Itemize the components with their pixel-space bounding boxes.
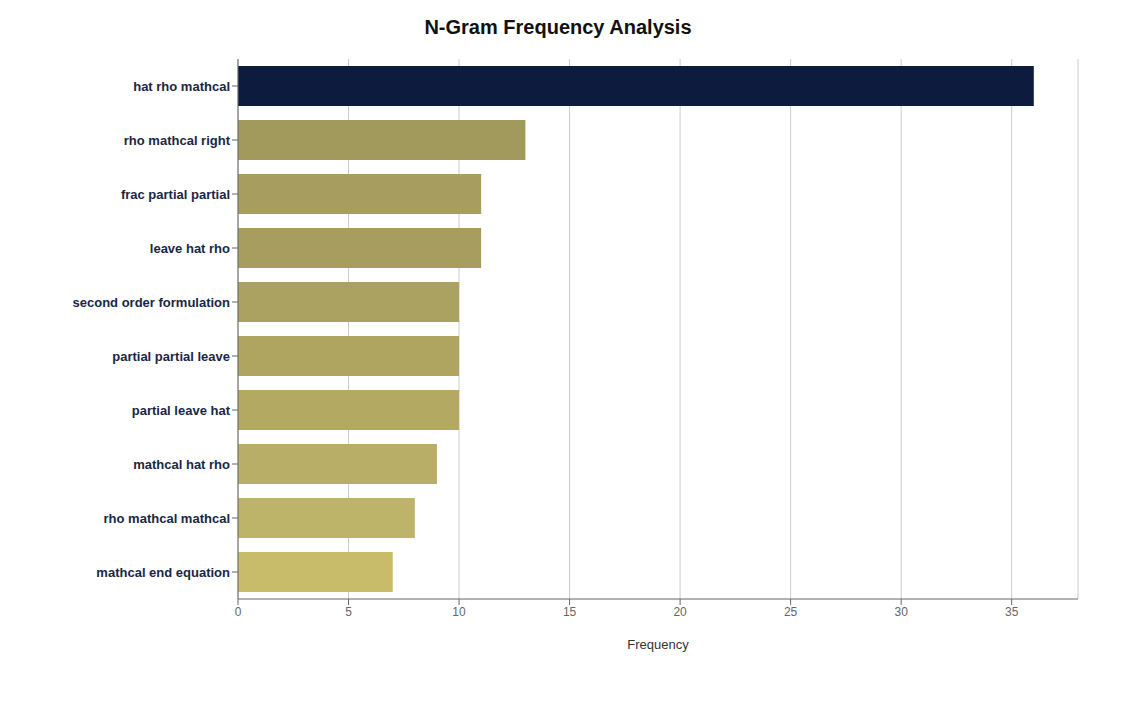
- svg-text:0: 0: [235, 605, 242, 619]
- svg-text:frac partial partial: frac partial partial: [121, 187, 230, 202]
- svg-text:second order formulation: second order formulation: [73, 295, 231, 310]
- svg-text:10: 10: [452, 605, 466, 619]
- svg-text:Frequency: Frequency: [627, 637, 689, 652]
- svg-text:5: 5: [345, 605, 352, 619]
- svg-text:mathcal hat rho: mathcal hat rho: [133, 457, 230, 472]
- svg-text:25: 25: [784, 605, 798, 619]
- svg-text:30: 30: [894, 605, 908, 619]
- svg-text:15: 15: [563, 605, 577, 619]
- svg-text:partial leave hat: partial leave hat: [132, 403, 231, 418]
- svg-text:rho mathcal mathcal: rho mathcal mathcal: [104, 511, 230, 526]
- svg-text:20: 20: [673, 605, 687, 619]
- svg-text:partial partial leave: partial partial leave: [112, 349, 230, 364]
- svg-text:35: 35: [1005, 605, 1019, 619]
- svg-text:rho mathcal right: rho mathcal right: [124, 133, 231, 148]
- svg-text:hat rho mathcal: hat rho mathcal: [133, 79, 230, 94]
- svg-text:leave hat rho: leave hat rho: [150, 241, 230, 256]
- svg-text:mathcal end equation: mathcal end equation: [96, 565, 230, 580]
- html-text:N-Gram Frequency Analysis: N-Gram Frequency Analysis: [424, 16, 692, 38]
